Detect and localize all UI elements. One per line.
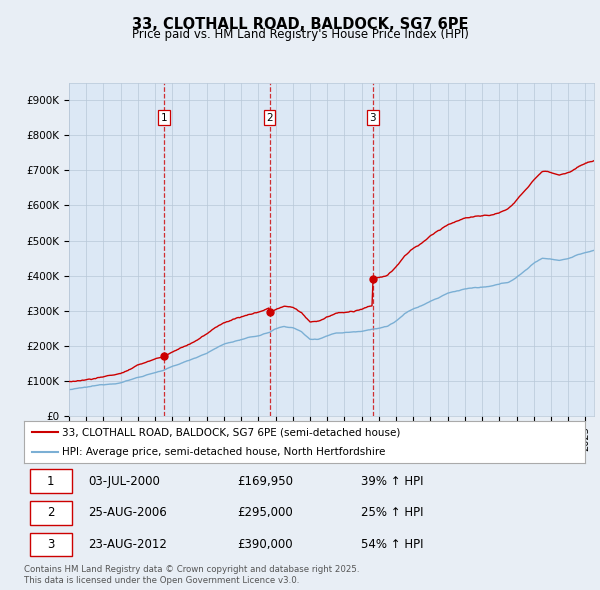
Text: 1: 1 xyxy=(47,475,55,488)
Text: 25-AUG-2006: 25-AUG-2006 xyxy=(89,506,167,519)
Text: 3: 3 xyxy=(370,113,376,123)
Text: 25% ↑ HPI: 25% ↑ HPI xyxy=(361,506,423,519)
FancyBboxPatch shape xyxy=(29,501,71,525)
Text: £169,950: £169,950 xyxy=(237,475,293,488)
Text: 33, CLOTHALL ROAD, BALDOCK, SG7 6PE (semi-detached house): 33, CLOTHALL ROAD, BALDOCK, SG7 6PE (sem… xyxy=(62,427,401,437)
Text: 3: 3 xyxy=(47,538,55,551)
Text: HPI: Average price, semi-detached house, North Hertfordshire: HPI: Average price, semi-detached house,… xyxy=(62,447,386,457)
Text: 1: 1 xyxy=(160,113,167,123)
Text: 39% ↑ HPI: 39% ↑ HPI xyxy=(361,475,423,488)
FancyBboxPatch shape xyxy=(29,470,71,493)
FancyBboxPatch shape xyxy=(29,533,71,556)
Text: £390,000: £390,000 xyxy=(237,538,293,551)
Text: 03-JUL-2000: 03-JUL-2000 xyxy=(89,475,160,488)
Text: 2: 2 xyxy=(266,113,273,123)
Text: 33, CLOTHALL ROAD, BALDOCK, SG7 6PE: 33, CLOTHALL ROAD, BALDOCK, SG7 6PE xyxy=(132,17,468,31)
Text: £295,000: £295,000 xyxy=(237,506,293,519)
Text: Contains HM Land Registry data © Crown copyright and database right 2025.
This d: Contains HM Land Registry data © Crown c… xyxy=(24,565,359,585)
Text: 2: 2 xyxy=(47,506,55,519)
Text: 54% ↑ HPI: 54% ↑ HPI xyxy=(361,538,423,551)
Text: Price paid vs. HM Land Registry's House Price Index (HPI): Price paid vs. HM Land Registry's House … xyxy=(131,28,469,41)
Text: 23-AUG-2012: 23-AUG-2012 xyxy=(89,538,167,551)
